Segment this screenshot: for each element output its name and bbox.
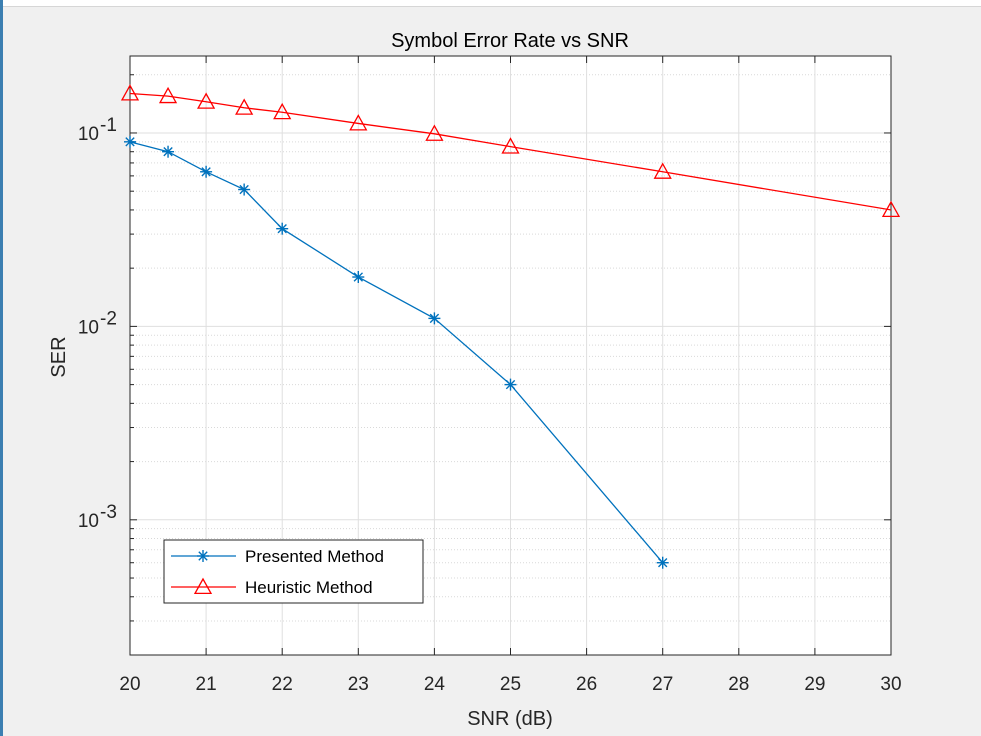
- y-tick-label-exponent: -2: [100, 308, 117, 329]
- window-top-edge: [0, 0, 981, 7]
- chart-title: Symbol Error Rate vs SNR: [391, 30, 629, 52]
- x-tick-label: 30: [880, 674, 901, 695]
- x-tick-label: 21: [196, 674, 217, 695]
- x-tick-label: 29: [804, 674, 825, 695]
- y-tick-label-exponent: -3: [100, 502, 117, 523]
- series-heuristic-method: [120, 84, 901, 217]
- x-tick-label: 26: [576, 674, 597, 695]
- legend-entry: Heuristic Method: [171, 577, 373, 597]
- series-line: [129, 92, 892, 211]
- x-tick-label: 20: [119, 674, 140, 695]
- data-point: [196, 92, 216, 109]
- data-point: [124, 135, 136, 148]
- legend-label: Presented Method: [245, 547, 384, 566]
- legend-entry: Presented Method: [171, 547, 384, 566]
- data-point: [881, 200, 901, 217]
- data-point: [656, 556, 669, 569]
- x-tick-label: 25: [500, 674, 521, 695]
- x-tick-label: 28: [728, 674, 749, 695]
- series-presented-method: [124, 135, 669, 569]
- legend[interactable]: Presented Method Heuristic Method: [163, 539, 424, 604]
- y-tick-label-exponent: -1: [100, 115, 117, 136]
- data-point: [276, 222, 289, 235]
- data-point: [162, 145, 175, 158]
- x-tick-label: 24: [424, 674, 446, 695]
- data-point: [352, 271, 365, 284]
- legend-marker: [197, 550, 209, 562]
- data-point: [273, 102, 292, 120]
- data-point: [653, 162, 672, 179]
- x-tick-label: 23: [348, 674, 369, 695]
- x-tick-label: 22: [272, 674, 293, 695]
- data-point: [238, 183, 251, 196]
- x-axis-title: SNR (dB): [467, 708, 553, 730]
- data-point: [501, 137, 520, 154]
- legend-box: [163, 539, 424, 604]
- y-tick-label: 10: [78, 124, 99, 145]
- legend-marker: [193, 577, 213, 595]
- data-point: [158, 86, 178, 104]
- data-point: [120, 84, 140, 101]
- data-point: [235, 98, 254, 115]
- data-point: [349, 114, 368, 131]
- y-tick-label: 10: [78, 317, 99, 338]
- x-tick-label: 27: [652, 674, 673, 695]
- legend-label: Heuristic Method: [245, 578, 373, 597]
- data-point: [200, 165, 213, 178]
- data-point: [504, 378, 517, 391]
- y-tick-label: 10: [78, 511, 99, 532]
- data-point: [425, 124, 444, 141]
- data-point: [428, 312, 441, 325]
- series-layer: [120, 84, 901, 569]
- y-axis-title: SER: [48, 336, 70, 377]
- window-left-edge: [0, 0, 3, 736]
